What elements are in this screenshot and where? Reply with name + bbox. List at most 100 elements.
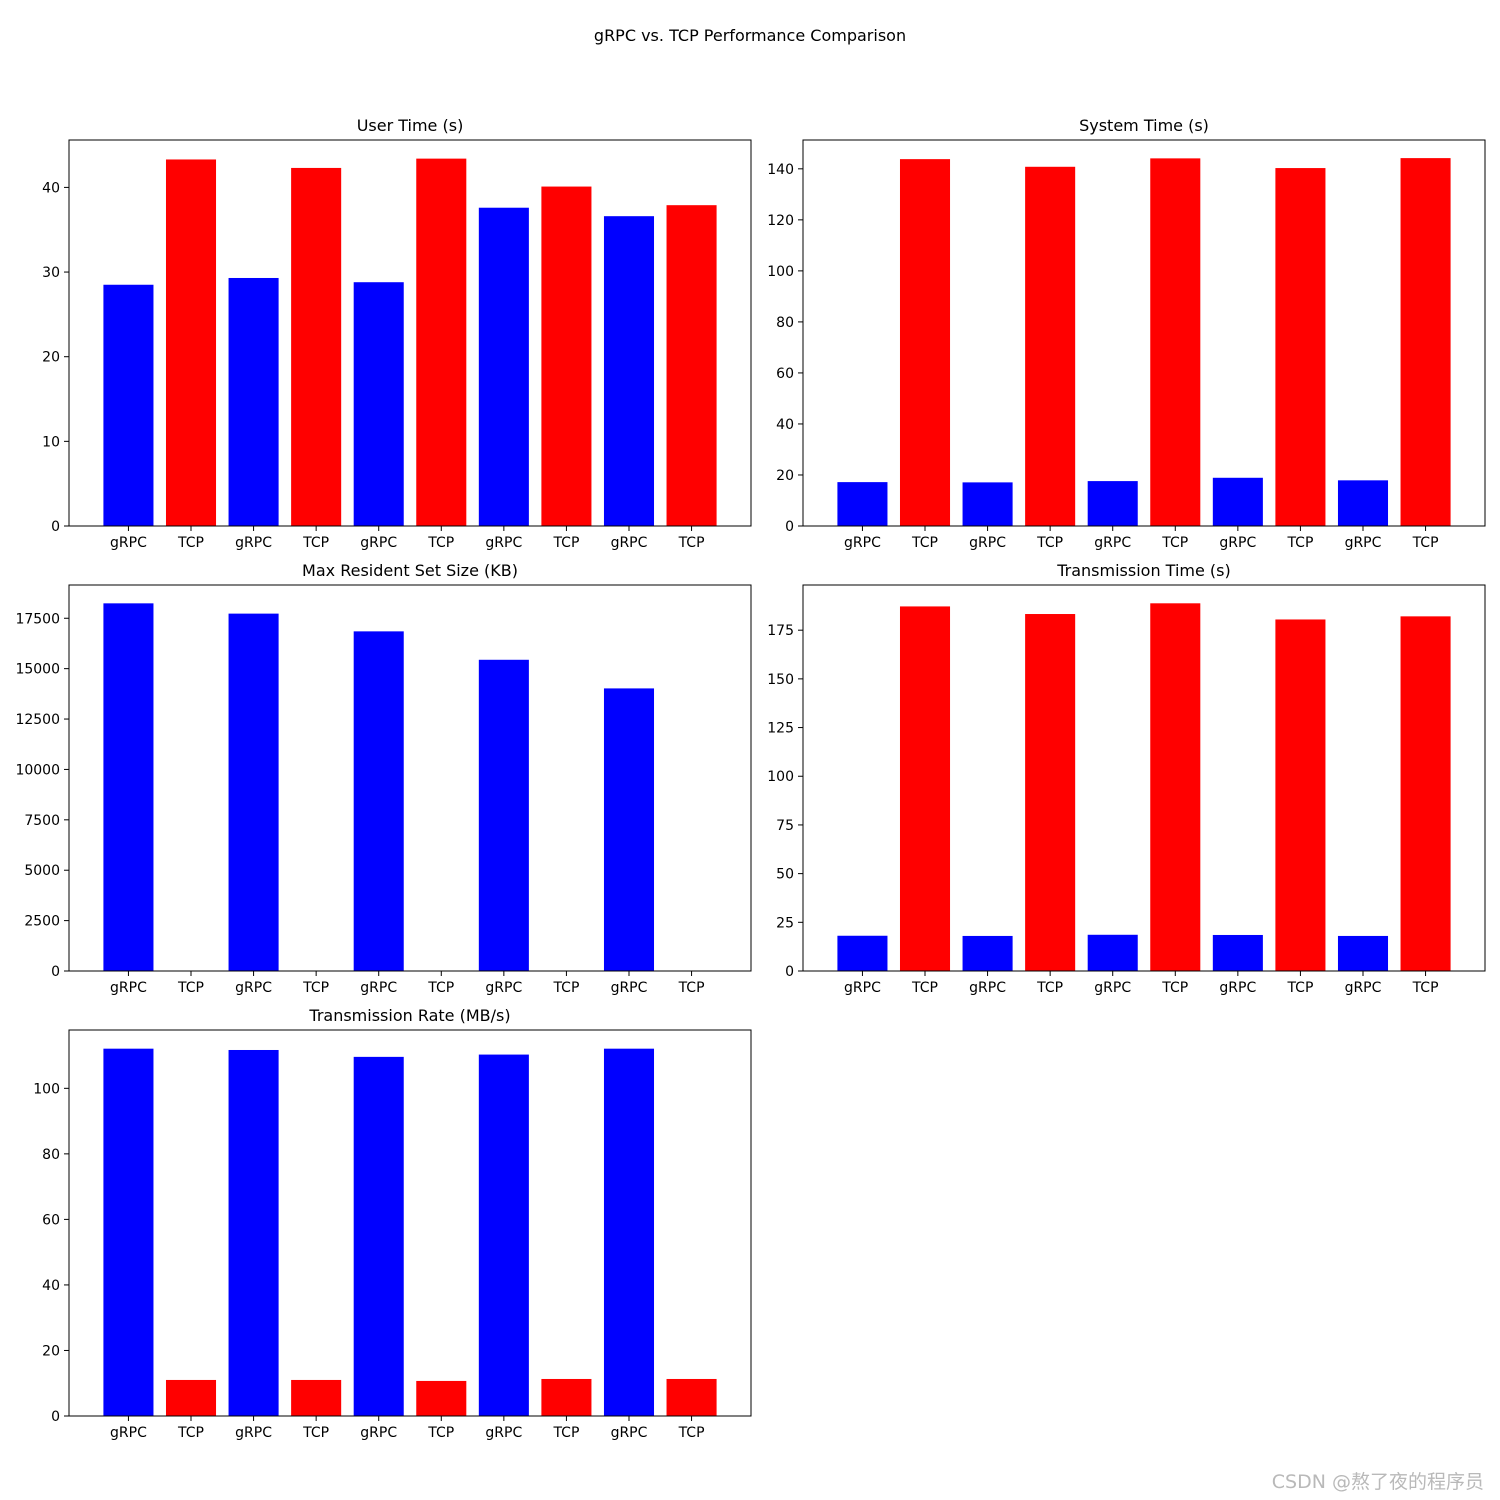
y-tick-label: 20 <box>776 468 794 484</box>
y-tick-label: 60 <box>42 1212 60 1228</box>
x-tick-label: gRPC <box>844 980 881 996</box>
y-tick-label: 30 <box>42 265 60 281</box>
x-tick-label: TCP <box>552 980 579 996</box>
y-tick-label: 25 <box>776 915 794 931</box>
x-tick-label: TCP <box>678 1425 705 1441</box>
x-tick-label: TCP <box>552 535 579 551</box>
x-tick-label: gRPC <box>611 1425 648 1441</box>
bar <box>165 159 217 526</box>
x-tick-label: gRPC <box>969 535 1006 551</box>
bar <box>353 282 404 526</box>
y-tick-label: 0 <box>785 519 794 535</box>
y-tick-label: 40 <box>42 1278 60 1294</box>
bar <box>353 631 404 971</box>
figure-title: gRPC vs. TCP Performance Comparison <box>593 26 907 45</box>
bar <box>1400 158 1451 526</box>
y-tick-label: 0 <box>51 1409 60 1425</box>
y-tick-label: 80 <box>776 315 794 331</box>
x-tick-label: gRPC <box>235 980 272 996</box>
bar <box>1337 480 1389 526</box>
x-tick-label: TCP <box>911 535 938 551</box>
bar <box>416 1380 467 1416</box>
x-tick-label: TCP <box>427 980 454 996</box>
bar <box>1087 481 1138 526</box>
bar <box>228 613 279 971</box>
panel-title: User Time (s) <box>357 116 464 135</box>
x-tick-label: gRPC <box>360 980 397 996</box>
x-tick-label: gRPC <box>1345 535 1382 551</box>
bar <box>1150 158 1201 526</box>
x-tick-label: gRPC <box>110 1425 147 1441</box>
x-tick-label: gRPC <box>485 1425 522 1441</box>
bar <box>541 186 592 527</box>
bar <box>1337 935 1389 971</box>
bar <box>1087 934 1138 971</box>
y-tick-label: 40 <box>776 417 794 433</box>
x-tick-label: TCP <box>1036 980 1063 996</box>
bar <box>962 935 1013 971</box>
bar <box>1275 619 1326 971</box>
axes-frame <box>802 139 1486 527</box>
y-tick-label: 100 <box>33 1081 60 1097</box>
x-tick-label: gRPC <box>485 535 522 551</box>
bar <box>291 167 342 526</box>
x-tick-label: gRPC <box>485 980 522 996</box>
bar <box>899 606 951 971</box>
y-tick-label: 60 <box>776 366 794 382</box>
bar <box>165 1379 217 1416</box>
bar <box>899 159 951 527</box>
x-tick-label: TCP <box>427 1425 454 1441</box>
bar <box>228 277 279 526</box>
x-tick-label: TCP <box>427 535 454 551</box>
x-tick-label: TCP <box>302 535 329 551</box>
bar <box>541 1378 592 1416</box>
y-tick-label: 10000 <box>15 762 60 778</box>
x-tick-label: TCP <box>678 535 705 551</box>
bar <box>666 205 717 527</box>
bar <box>1400 616 1451 971</box>
bar <box>837 935 888 971</box>
y-tick-label: 140 <box>767 162 794 178</box>
bar <box>837 482 888 526</box>
panel-title: System Time (s) <box>1079 116 1209 135</box>
bar <box>603 688 655 971</box>
y-tick-label: 75 <box>776 818 794 834</box>
bar <box>228 1049 279 1416</box>
x-tick-label: gRPC <box>611 535 648 551</box>
x-tick-label: TCP <box>552 1425 579 1441</box>
bar <box>291 1379 342 1416</box>
x-tick-label: gRPC <box>110 980 147 996</box>
bar <box>478 1054 529 1416</box>
x-tick-label: gRPC <box>1219 535 1256 551</box>
bar <box>103 603 154 971</box>
y-tick-label: 100 <box>767 769 794 785</box>
x-tick-label: gRPC <box>1094 980 1131 996</box>
x-tick-label: TCP <box>911 980 938 996</box>
y-tick-label: 0 <box>785 964 794 980</box>
bar <box>1212 934 1263 971</box>
y-tick-label: 15000 <box>15 662 60 678</box>
y-tick-label: 150 <box>767 672 794 688</box>
panel-title: Transmission Time (s) <box>1056 561 1231 580</box>
y-tick-label: 20 <box>42 1343 60 1359</box>
x-tick-label: gRPC <box>110 535 147 551</box>
x-tick-label: gRPC <box>1094 535 1131 551</box>
x-tick-label: gRPC <box>611 980 648 996</box>
y-tick-label: 120 <box>767 213 794 229</box>
bar <box>603 216 655 526</box>
x-tick-label: TCP <box>1412 980 1439 996</box>
x-tick-label: TCP <box>177 980 204 996</box>
x-tick-label: TCP <box>177 535 204 551</box>
bar <box>1025 166 1076 526</box>
y-tick-label: 2500 <box>24 914 60 930</box>
y-tick-label: 80 <box>42 1147 60 1163</box>
x-tick-label: TCP <box>302 1425 329 1441</box>
y-tick-label: 100 <box>767 264 794 280</box>
y-tick-label: 10 <box>42 434 60 450</box>
x-tick-label: gRPC <box>1219 980 1256 996</box>
y-tick-label: 50 <box>776 867 794 883</box>
y-tick-label: 125 <box>767 721 794 737</box>
x-tick-label: TCP <box>1286 535 1313 551</box>
x-tick-label: gRPC <box>360 535 397 551</box>
y-tick-label: 175 <box>767 623 794 639</box>
